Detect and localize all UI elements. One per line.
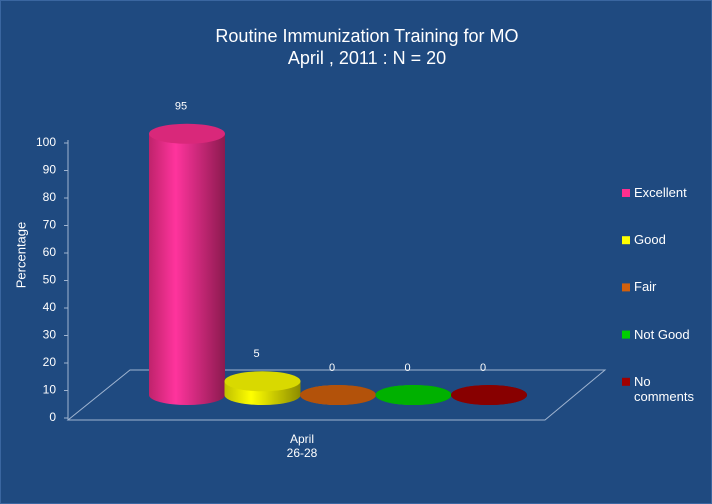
legend-swatch	[622, 330, 630, 339]
value-label: 0	[480, 362, 486, 374]
chart-title: Routine Immunization Training for MO	[215, 26, 518, 46]
y-tick-label: 70	[43, 218, 57, 232]
y-tick-label: 40	[43, 300, 57, 314]
y-tick-label: 60	[43, 245, 57, 259]
bar	[149, 133, 225, 395]
y-tick-label: 0	[49, 410, 56, 424]
y-tick-label: 10	[43, 383, 57, 397]
legend-label: Not Good	[634, 326, 690, 342]
value-label: 0	[329, 362, 335, 374]
legend-swatch	[622, 377, 630, 386]
bar-top	[224, 371, 301, 392]
y-axis-label: Percentage	[13, 222, 28, 289]
legend-label: Fair	[634, 279, 657, 295]
floor	[66, 369, 607, 421]
legend-swatch	[622, 189, 630, 197]
y-tick-label: 50	[43, 273, 57, 287]
bar-top	[300, 385, 376, 405]
value-label: 5	[253, 348, 259, 360]
bar-top	[451, 385, 527, 405]
legend-label: Good	[634, 232, 666, 248]
chart-subtitle: April , 2011 : N = 20	[288, 48, 446, 68]
y-tick-label: 80	[43, 190, 57, 204]
value-label: 95	[175, 101, 187, 113]
bar-top	[375, 385, 452, 405]
legend-swatch	[622, 236, 630, 245]
bar-top	[149, 123, 225, 144]
y-tick-label: 20	[43, 355, 57, 369]
y-tick-label: 30	[43, 328, 57, 342]
legend-label: No comments	[634, 373, 694, 404]
value-label: 0	[404, 362, 410, 374]
legend-label: Excellent	[634, 185, 687, 200]
y-tick-label: 100	[36, 135, 56, 149]
legend-swatch	[622, 283, 630, 292]
x-tick-label: April 26-28	[286, 432, 318, 460]
y-tick-label: 90	[43, 163, 57, 177]
